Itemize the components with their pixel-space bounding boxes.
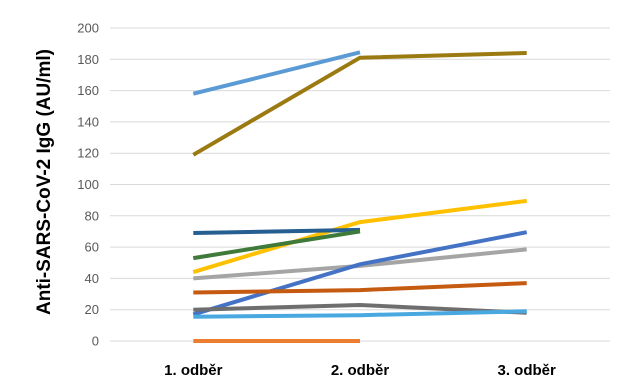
series-line-3 xyxy=(192,198,527,275)
series-line-9 xyxy=(193,303,527,315)
series-line-10 xyxy=(193,309,527,319)
y-tick-label: 40 xyxy=(85,271,99,286)
series-line-7 xyxy=(192,230,528,317)
y-tick-label: 180 xyxy=(77,52,99,67)
y-tick-label: 80 xyxy=(85,208,99,223)
y-tick-label: 100 xyxy=(77,177,99,192)
y-tick-label: 60 xyxy=(85,240,99,255)
gridlines xyxy=(110,27,610,342)
series-line-8 xyxy=(193,281,527,295)
series-lines xyxy=(192,50,528,343)
y-axis-title: Anti-SARS-CoV-2 IgG (AU/ml) xyxy=(34,49,55,315)
x-tick-label: 2. odběr xyxy=(331,362,390,379)
y-tick-label: 140 xyxy=(77,114,99,129)
series-line-1 xyxy=(192,50,361,96)
y-tick-label: 20 xyxy=(85,302,99,317)
y-tick-label: 120 xyxy=(77,146,99,161)
y-axis-ticks: 0 20 40 60 80 100 120 140 160 180 200 xyxy=(77,21,99,349)
series-line-5 xyxy=(192,229,361,261)
y-tick-label: 0 xyxy=(92,334,99,349)
x-axis-ticks: 1. odběr 2. odběr 3. odběr xyxy=(164,362,556,379)
x-tick-label: 1. odběr xyxy=(164,362,223,379)
series-line-2 xyxy=(192,51,527,157)
y-tick-label: 200 xyxy=(77,21,99,36)
y-tick-label: 160 xyxy=(77,83,99,98)
x-tick-label: 3. odběr xyxy=(497,362,556,379)
series-line-4 xyxy=(193,227,361,235)
